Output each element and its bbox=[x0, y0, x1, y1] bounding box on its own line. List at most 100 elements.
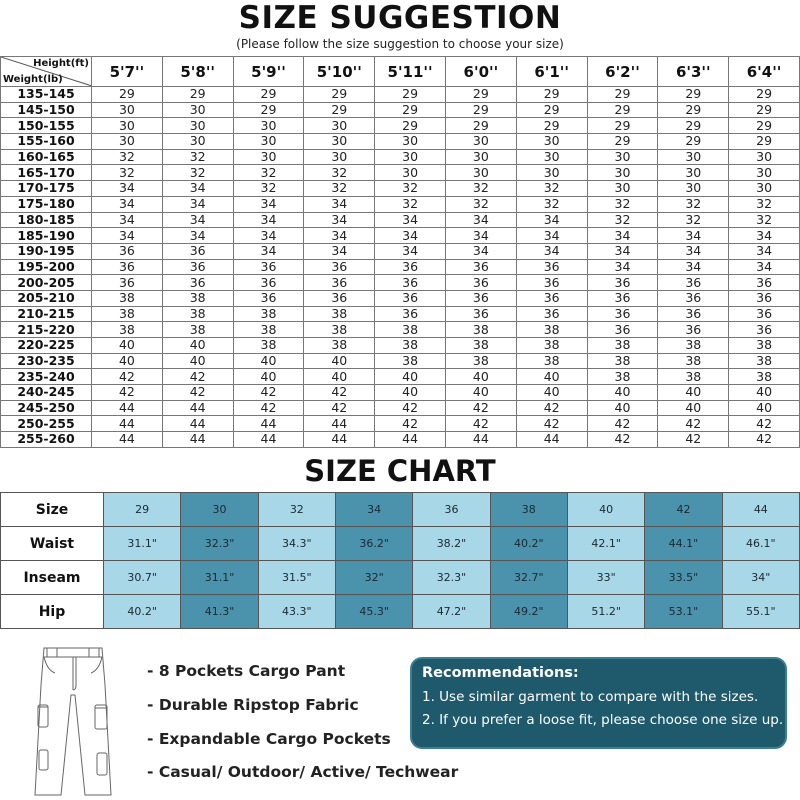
table-row: 165-170 32 32 32 32 30 30 30 30 30 30 bbox=[0, 164, 800, 182]
size-cell: 34 bbox=[515, 227, 588, 244]
size-cell: 36 bbox=[161, 258, 234, 276]
size-cell: 34 bbox=[515, 211, 588, 229]
weight-cell: 245-250 bbox=[0, 399, 92, 417]
chart-cell: 40.2" bbox=[489, 526, 568, 561]
chart-cell: 38.2" bbox=[412, 526, 491, 561]
chart-cell: 43.3" bbox=[257, 594, 336, 629]
size-cell: 32 bbox=[515, 180, 588, 197]
weight-cell: 150-155 bbox=[0, 117, 92, 135]
size-cell: 42 bbox=[161, 384, 234, 401]
size-cell: 44 bbox=[232, 431, 305, 448]
size-cell: 36 bbox=[515, 289, 588, 307]
size-cell: 30 bbox=[303, 117, 376, 135]
chart-cell: 32 bbox=[257, 492, 336, 527]
weight-cell: 180-185 bbox=[0, 211, 92, 229]
size-cell: 30 bbox=[586, 148, 659, 166]
size-cell: 30 bbox=[728, 180, 800, 197]
size-cell: 40 bbox=[303, 352, 376, 370]
size-cell: 30 bbox=[586, 180, 659, 197]
chart-cell: 42.1" bbox=[566, 526, 646, 561]
size-cell: 40 bbox=[232, 368, 305, 386]
size-cell: 38 bbox=[728, 337, 800, 354]
size-cell: 36 bbox=[303, 289, 376, 307]
size-cell: 29 bbox=[728, 117, 800, 135]
table-row: 145-150 30 30 29 29 29 29 29 29 29 29 bbox=[0, 101, 800, 119]
chart-cell: 29 bbox=[102, 492, 182, 527]
size-cell: 36 bbox=[728, 305, 800, 323]
size-suggestion-subtitle: (Please follow the size suggestion to ch… bbox=[236, 37, 564, 51]
feature-item: - 8 Pockets Cargo Pant bbox=[147, 662, 346, 680]
size-cell: 34 bbox=[232, 211, 305, 229]
size-cell: 32 bbox=[374, 180, 446, 197]
chart-cell: 34.3" bbox=[257, 526, 336, 561]
table-row: 205-210 38 38 36 36 36 36 36 36 36 36 bbox=[0, 289, 800, 307]
chart-cell: 33.5" bbox=[644, 560, 723, 595]
size-cell: 30 bbox=[161, 133, 234, 150]
table-row: 215-220 38 38 38 38 38 38 38 36 36 36 bbox=[0, 321, 800, 338]
height-header: 5'10'' bbox=[303, 56, 376, 87]
size-cell: 38 bbox=[374, 337, 446, 354]
chart-cell: 42 bbox=[644, 492, 723, 527]
size-cell: 38 bbox=[586, 352, 659, 370]
size-cell: 36 bbox=[161, 274, 234, 291]
size-cell: 32 bbox=[91, 148, 163, 166]
size-cell: 34 bbox=[91, 180, 163, 197]
size-cell: 34 bbox=[161, 195, 234, 213]
size-cell: 44 bbox=[515, 431, 588, 448]
size-cell: 29 bbox=[657, 117, 730, 135]
chart-cell: 53.1" bbox=[644, 594, 723, 629]
size-cell: 29 bbox=[515, 101, 588, 119]
chart-cell: 46.1" bbox=[721, 526, 800, 561]
weight-cell: 145-150 bbox=[0, 101, 92, 119]
table-row: 220-225 40 40 38 38 38 38 38 38 38 38 bbox=[0, 337, 800, 354]
size-cell: 36 bbox=[232, 274, 305, 291]
size-cell: 36 bbox=[586, 274, 659, 291]
size-cell: 32 bbox=[444, 195, 517, 213]
size-cell: 40 bbox=[515, 384, 588, 401]
size-cell: 42 bbox=[161, 368, 234, 386]
size-cell: 40 bbox=[586, 384, 659, 401]
size-cell: 42 bbox=[657, 415, 730, 433]
size-cell: 29 bbox=[303, 86, 376, 103]
weight-cell: 155-160 bbox=[0, 133, 92, 150]
chart-row-size: Size 29 30 32 34 36 38 40 42 44 bbox=[0, 492, 800, 527]
weight-cell: 240-245 bbox=[0, 384, 92, 401]
size-cell: 40 bbox=[444, 368, 517, 386]
size-cell: 42 bbox=[232, 384, 305, 401]
size-cell: 30 bbox=[515, 133, 588, 150]
chart-cell: 40.2" bbox=[102, 594, 182, 629]
size-cell: 30 bbox=[303, 148, 376, 166]
size-cell: 38 bbox=[161, 305, 234, 323]
size-cell: 38 bbox=[586, 337, 659, 354]
size-cell: 30 bbox=[91, 133, 163, 150]
size-cell: 34 bbox=[91, 211, 163, 229]
chart-cell: 31.5" bbox=[257, 560, 336, 595]
size-cell: 30 bbox=[515, 148, 588, 166]
diagonal-divider bbox=[1, 57, 91, 86]
size-cell: 36 bbox=[586, 289, 659, 307]
height-header: 5'8'' bbox=[161, 56, 234, 87]
size-cell: 30 bbox=[161, 101, 234, 119]
chart-row-label: Inseam bbox=[0, 560, 104, 595]
size-cell: 34 bbox=[586, 227, 659, 244]
size-cell: 32 bbox=[303, 164, 376, 182]
size-cell: 30 bbox=[374, 164, 446, 182]
table-row: 235-240 42 42 40 40 40 40 40 38 38 38 bbox=[0, 368, 800, 386]
size-cell: 29 bbox=[586, 117, 659, 135]
size-cell: 29 bbox=[657, 86, 730, 103]
table-row: 250-255 44 44 44 44 42 42 42 42 42 42 bbox=[0, 415, 800, 433]
size-cell: 30 bbox=[303, 133, 376, 150]
size-cell: 36 bbox=[444, 289, 517, 307]
size-cell: 30 bbox=[586, 164, 659, 182]
size-cell: 42 bbox=[232, 399, 305, 417]
feature-item: - Durable Ripstop Fabric bbox=[147, 696, 359, 714]
table-row: 170-175 34 34 32 32 32 32 32 30 30 30 bbox=[0, 180, 800, 197]
weight-axis-label: Weight(lb) bbox=[3, 74, 63, 85]
feature-item: - Casual/ Outdoor/ Active/ Techwear bbox=[147, 763, 459, 781]
table-row: 185-190 34 34 34 34 34 34 34 34 34 34 bbox=[0, 227, 800, 244]
size-cell: 40 bbox=[303, 368, 376, 386]
size-cell: 38 bbox=[657, 368, 730, 386]
table-row: 135-145 29 29 29 29 29 29 29 29 29 29 bbox=[0, 86, 800, 103]
chart-row-inseam: Inseam 30.7" 31.1" 31.5" 32" 32.3" 32.7" 33" 33.… bbox=[0, 560, 800, 595]
height-header: 6'2'' bbox=[586, 56, 659, 87]
